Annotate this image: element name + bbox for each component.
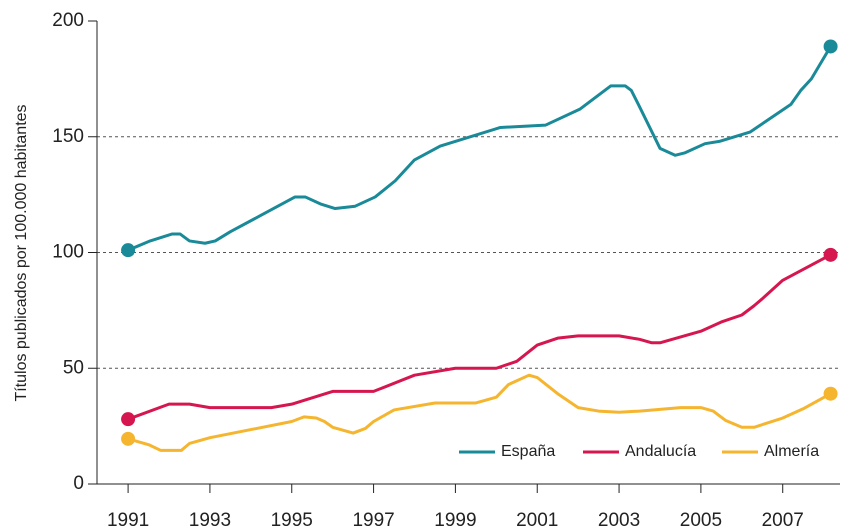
x-tick-label: 1997 bbox=[352, 510, 394, 531]
x-tick-label: 2001 bbox=[516, 510, 558, 531]
y-tick-label: 150 bbox=[52, 126, 84, 147]
y-tick-label: 0 bbox=[73, 473, 84, 494]
y-tick-label: 200 bbox=[52, 10, 84, 31]
legend-label: Andalucía bbox=[625, 443, 696, 460]
end-point bbox=[121, 243, 136, 258]
y-tick-label: 100 bbox=[52, 242, 84, 263]
line bbox=[126, 373, 833, 452]
legend-label: Almería bbox=[764, 443, 819, 460]
end-point bbox=[121, 412, 136, 427]
end-point bbox=[823, 39, 838, 54]
x-tick-label: 1995 bbox=[271, 510, 313, 531]
x-tick-label: 1991 bbox=[107, 510, 149, 531]
line bbox=[126, 44, 833, 252]
y-axis-label: Títulos publicados por 100.000 habitante… bbox=[13, 104, 30, 401]
end-point bbox=[121, 431, 136, 446]
x-tick-label: 1993 bbox=[189, 510, 231, 531]
x-tick-label: 2007 bbox=[762, 510, 804, 531]
x-tick-label: 1999 bbox=[434, 510, 476, 531]
end-point bbox=[823, 386, 838, 401]
legend-label: España bbox=[501, 443, 555, 460]
end-point bbox=[823, 247, 838, 262]
y-tick-label: 50 bbox=[63, 357, 84, 378]
line bbox=[126, 253, 833, 421]
x-tick-label: 2005 bbox=[680, 510, 722, 531]
x-tick-label: 2003 bbox=[598, 510, 640, 531]
